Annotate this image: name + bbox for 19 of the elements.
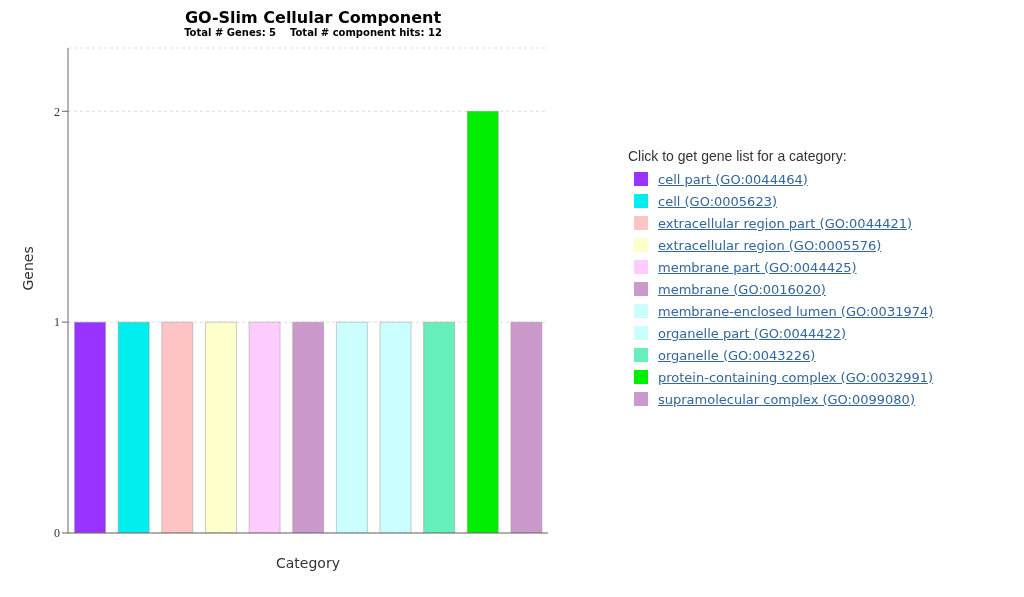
legend-label: supramolecular complex (GO:0099080) bbox=[658, 391, 915, 407]
legend-label: cell (GO:0005623) bbox=[658, 193, 777, 209]
legend-label: protein-containing complex (GO:0032991) bbox=[658, 369, 934, 385]
legend-label: extracellular region (GO:0005576) bbox=[658, 237, 882, 253]
chart-title: GO-Slim Cellular Component bbox=[183, 8, 443, 27]
legend-label: organelle (GO:0043226) bbox=[658, 347, 816, 363]
chart-subtitle: Total # Genes: 5 Total # component hits: 12 bbox=[183, 27, 443, 38]
legend-label: organelle part (GO:0044422) bbox=[658, 325, 847, 341]
y-tick-label: 0 bbox=[54, 526, 60, 541]
x-axis-title: Category bbox=[276, 555, 340, 571]
legend-title: Click to get gene list for a category: bbox=[628, 148, 848, 164]
legend-label: membrane-enclosed lumen (GO:0031974) bbox=[658, 303, 934, 319]
legend-label: cell part (GO:0044464) bbox=[658, 171, 808, 187]
legend-label: membrane (GO:0016020) bbox=[658, 281, 826, 297]
y-axis-title: Genes bbox=[19, 246, 36, 291]
legend-label: membrane part (GO:0044425) bbox=[658, 259, 857, 275]
y-tick-label: 2 bbox=[54, 104, 60, 119]
legend-label: extracellular region part (GO:0044421) bbox=[658, 215, 913, 231]
y-tick-label: 1 bbox=[54, 315, 60, 330]
